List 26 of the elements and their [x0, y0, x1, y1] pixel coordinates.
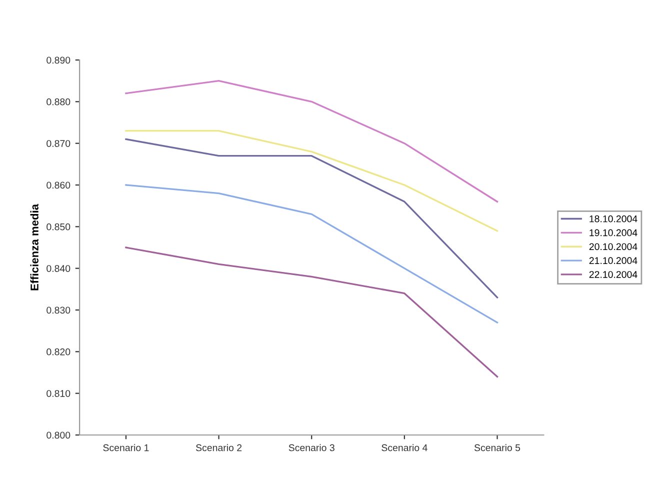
line-series — [125, 246, 498, 378]
legend-label: 19.10.2004 — [590, 229, 638, 236]
y-tick-label: 0.810 — [46, 390, 70, 397]
line-series — [125, 138, 498, 298]
y-tick-label: 0.840 — [46, 265, 70, 272]
line-series — [125, 184, 498, 324]
y-tick-label: 0.890 — [46, 56, 70, 64]
legend-label: 21.10.2004 — [589, 257, 638, 264]
x-tick-label: Scenario 2 — [196, 444, 242, 452]
x-tick-label: Scenario 1 — [103, 444, 149, 452]
legend-label: 18.10.2004 — [590, 215, 638, 222]
y-tick-label: 0.870 — [46, 140, 70, 147]
x-tick-label: Scenario 5 — [474, 444, 520, 452]
legend-label: 20.10.2004 — [589, 243, 638, 250]
x-tick-label: Scenario 4 — [382, 444, 428, 452]
y-tick-label: 0.860 — [46, 182, 70, 189]
y-tick-label: 0.880 — [46, 98, 70, 106]
legend-label: 22.10.2004 — [589, 271, 638, 278]
y-tick-label: 0.820 — [46, 348, 70, 356]
y-tick-label: 0.850 — [46, 223, 70, 230]
y-tick-label: 0.830 — [46, 306, 70, 314]
y-tick-label: 0.800 — [46, 432, 70, 439]
line-series — [125, 130, 498, 232]
line-series — [125, 80, 498, 202]
y-axis-title: Efficienza media — [30, 204, 38, 290]
x-tick-label: Scenario 3 — [288, 444, 334, 452]
